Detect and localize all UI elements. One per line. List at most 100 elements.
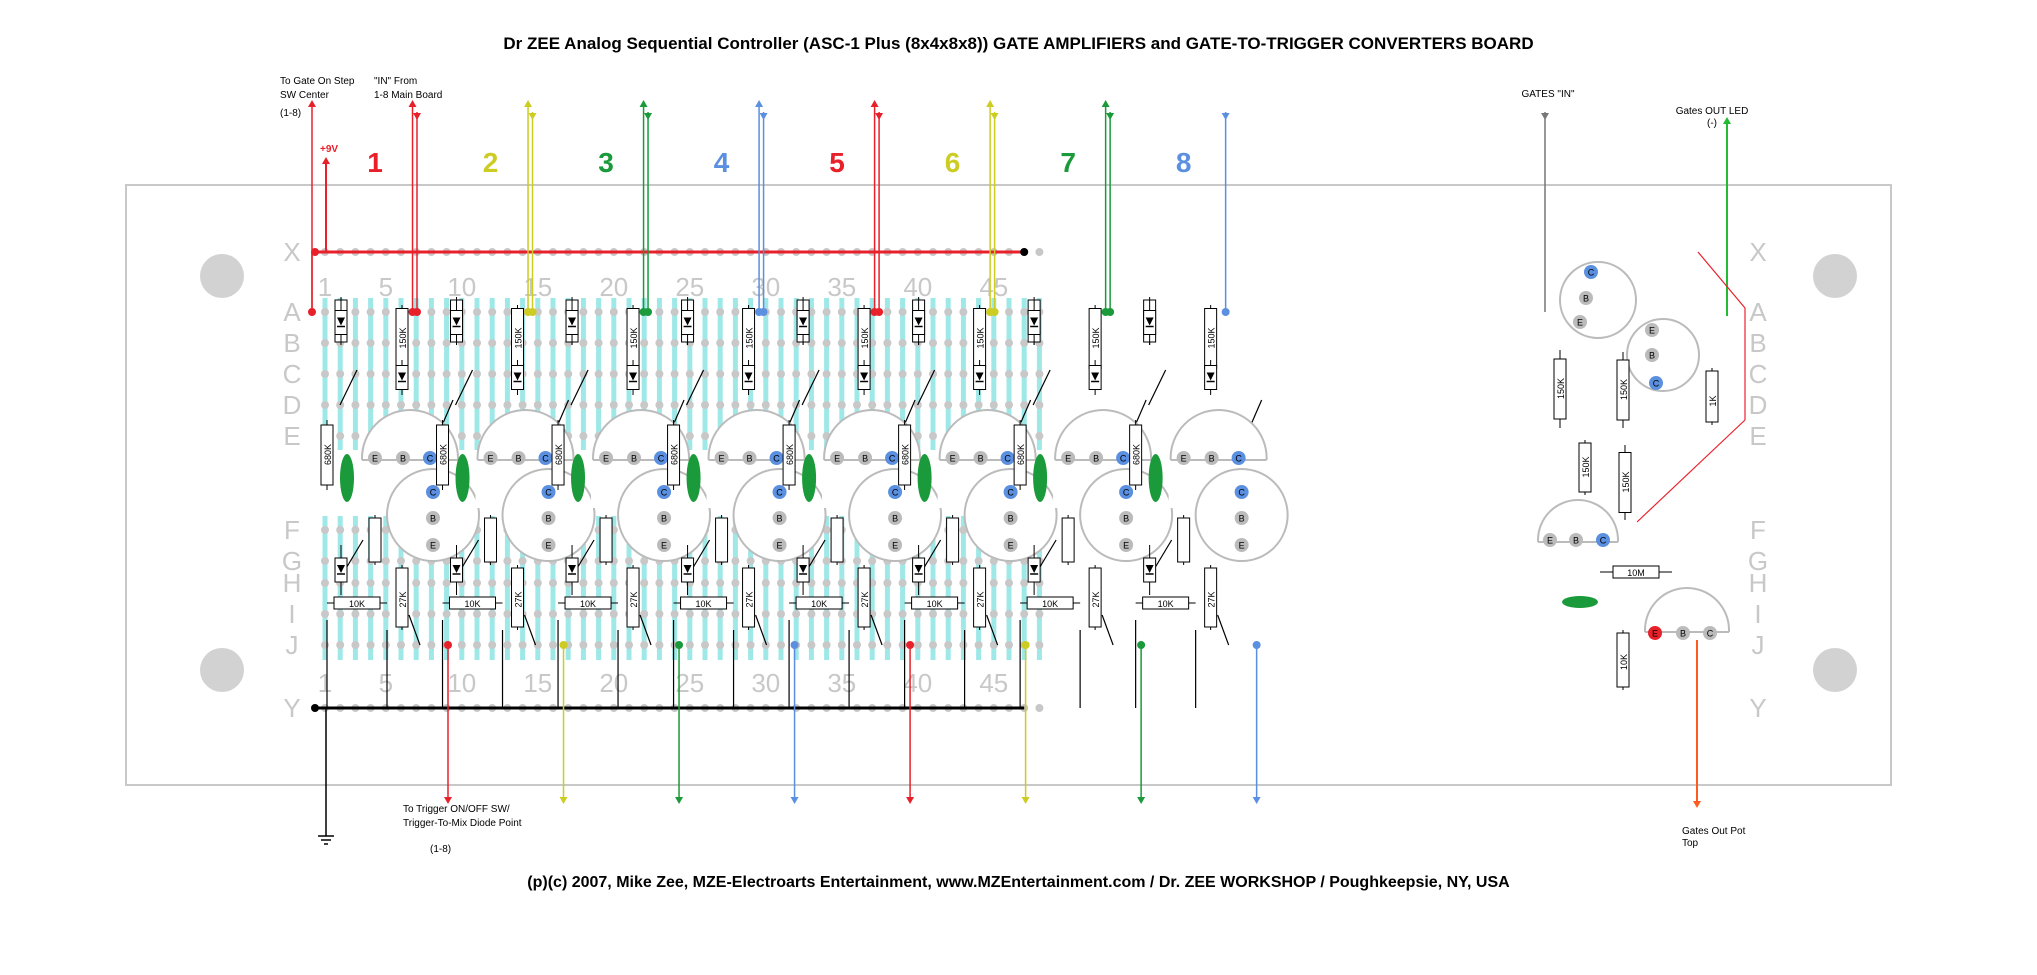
channel-capacitor bbox=[1033, 454, 1048, 502]
transistor-pin-label: C bbox=[892, 488, 899, 498]
board-hole bbox=[321, 308, 329, 316]
jumper-wire bbox=[691, 539, 711, 571]
board-hole bbox=[898, 641, 907, 649]
board-hole bbox=[655, 370, 664, 378]
board-hole bbox=[883, 308, 892, 316]
board-hole bbox=[731, 557, 740, 565]
row-label-right: F bbox=[1750, 515, 1766, 545]
board-hole bbox=[761, 579, 770, 587]
diode-arrow bbox=[744, 372, 753, 381]
board-hole bbox=[321, 370, 329, 378]
resistor-value: 27K bbox=[1091, 591, 1101, 607]
board-hole bbox=[716, 370, 725, 378]
board-hole bbox=[609, 308, 618, 316]
channel-output-node bbox=[790, 641, 799, 649]
transistor-pin bbox=[945, 451, 960, 465]
board-hole bbox=[746, 401, 755, 409]
gate-step-arrow bbox=[1101, 100, 1110, 107]
transistor-pin bbox=[1703, 626, 1717, 640]
channel-module-5: 50.01 bbox=[755, 105, 916, 800]
board-hole bbox=[533, 610, 542, 618]
channel-150k-resistor: 150K bbox=[973, 305, 987, 372]
transistor-pin bbox=[1119, 511, 1134, 525]
trace-strip-bottom bbox=[763, 516, 769, 660]
transistor-pin bbox=[772, 538, 787, 552]
mounting-hole bbox=[200, 254, 244, 298]
board-hole bbox=[1020, 339, 1029, 347]
board-hole bbox=[503, 610, 512, 618]
board-hole bbox=[1035, 370, 1044, 378]
channel-input-arrow bbox=[644, 113, 653, 120]
board-hole bbox=[716, 610, 725, 618]
board-hole bbox=[640, 579, 649, 587]
board-hole bbox=[959, 339, 968, 347]
board-hole bbox=[503, 579, 512, 587]
trace-strip-bottom bbox=[580, 516, 586, 660]
column-number-top: 20 bbox=[599, 272, 628, 302]
board-hole bbox=[837, 579, 846, 587]
channel-module-1: 10.01 bbox=[308, 105, 454, 800]
channel-lower-resistor bbox=[1177, 515, 1191, 565]
board-hole bbox=[351, 432, 360, 440]
board-hole bbox=[397, 641, 405, 649]
channel-27k-resistor: 27K bbox=[1204, 565, 1218, 630]
trace-strip-bottom bbox=[550, 516, 556, 660]
channel-output-node bbox=[675, 641, 684, 649]
board-hole bbox=[594, 641, 603, 649]
to-gate-label: To Gate On Step bbox=[280, 76, 355, 87]
channel-diode-b bbox=[1204, 360, 1218, 395]
resistor-value: 680K bbox=[785, 444, 795, 465]
row-label-left: D bbox=[283, 390, 302, 420]
rail-node bbox=[311, 248, 319, 256]
row-label-left: H bbox=[283, 568, 302, 598]
transistor-pin bbox=[858, 451, 873, 465]
board-hole bbox=[746, 641, 755, 649]
diode-arrow bbox=[1206, 372, 1215, 381]
resistor-body bbox=[551, 424, 565, 486]
trace-strip-bottom bbox=[322, 516, 328, 660]
transistor-pin bbox=[657, 511, 672, 525]
trace-strip-bottom bbox=[656, 516, 662, 660]
channel-diode-a bbox=[1143, 300, 1157, 345]
trace-strip-bottom bbox=[793, 516, 799, 660]
resistor-body bbox=[564, 596, 612, 610]
channel-27k-resistor: 27K bbox=[1088, 565, 1102, 630]
transistor-pin-label: E bbox=[719, 454, 725, 464]
gate-step-arrow bbox=[524, 100, 533, 107]
resistor-value: 27K bbox=[860, 591, 870, 607]
board-hole bbox=[883, 370, 892, 378]
channel-lower-resistor bbox=[715, 515, 729, 565]
mounting-hole bbox=[1813, 648, 1857, 692]
column-number-top: 40 bbox=[903, 272, 932, 302]
transistor-pin bbox=[772, 511, 787, 525]
resistor-value: 10K bbox=[696, 599, 712, 609]
gate-10k-resistor: 10K bbox=[1616, 630, 1630, 690]
board-hole bbox=[701, 339, 709, 347]
channel-diode-a bbox=[450, 300, 464, 345]
channel-transistor-2: C B E bbox=[963, 468, 1058, 562]
board-hole bbox=[366, 339, 375, 347]
board-hole bbox=[716, 401, 725, 409]
trace-strip-bottom bbox=[854, 516, 860, 660]
transistor-pin bbox=[1645, 348, 1659, 362]
board-hole bbox=[518, 401, 527, 409]
column-number-top: 45 bbox=[979, 272, 1008, 302]
column-number-top: 10 bbox=[447, 272, 476, 302]
channel-transistor-2: C B E bbox=[848, 468, 943, 562]
channel-lower-resistor bbox=[484, 515, 498, 565]
gate-step-node bbox=[408, 308, 417, 316]
channel-27k-resistor: 27K bbox=[395, 565, 409, 630]
board-hole bbox=[837, 610, 846, 618]
board-hole bbox=[1035, 610, 1044, 618]
diode-arrow bbox=[568, 317, 577, 326]
transistor-pin-label: E bbox=[661, 541, 667, 551]
transistor-pin bbox=[1116, 451, 1131, 465]
column-number-bottom: 15 bbox=[523, 668, 552, 698]
trace-strip-bottom bbox=[687, 516, 693, 660]
channel-diode-a bbox=[334, 300, 348, 345]
board-hole bbox=[351, 526, 360, 534]
gate-feed-wire bbox=[1636, 419, 1746, 523]
channel-number-1: 1 bbox=[367, 147, 383, 178]
board-hole bbox=[412, 579, 421, 587]
